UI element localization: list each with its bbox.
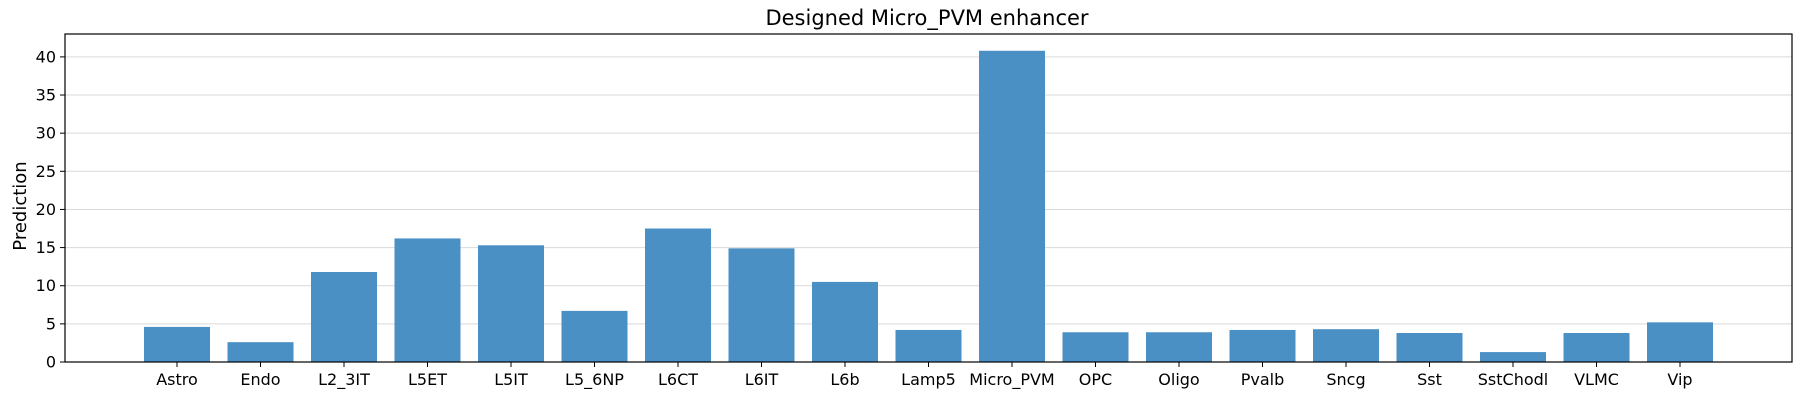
x-tick-label-SstChodl: SstChodl	[1478, 370, 1548, 389]
x-tick-label-Micro_PVM: Micro_PVM	[969, 370, 1054, 390]
bar-VLMC	[1563, 333, 1630, 362]
y-axis-label: Prediction	[10, 161, 31, 250]
bar-OPC	[1062, 332, 1129, 362]
x-tick-label-VLMC: VLMC	[1574, 370, 1619, 389]
bar-L6b	[812, 281, 878, 362]
bar-Vip	[1647, 322, 1713, 362]
chart-title: Designed Micro_PVM enhancer	[765, 6, 1088, 31]
y-tick-label-10: 10	[36, 276, 56, 295]
bar-Endo	[227, 342, 294, 362]
bar-L5IT	[478, 245, 544, 362]
y-tick-label-35: 35	[36, 86, 56, 105]
bar-SstChodl	[1480, 352, 1546, 362]
bar-L5_6NP	[561, 310, 628, 362]
plot-frame	[64, 33, 1793, 363]
x-tick-label-Astro: Astro	[156, 370, 198, 389]
x-tick-label-L6IT: L6IT	[745, 370, 779, 389]
x-tick-label-L6b: L6b	[830, 370, 859, 389]
x-tick-label-L6CT: L6CT	[658, 370, 698, 389]
bar-Astro	[144, 326, 210, 362]
y-tick-label-40: 40	[36, 47, 56, 66]
y-axis-ticks: 0 5 10 15 20 25 30 35 40	[36, 47, 65, 372]
y-tick-label-5: 5	[46, 314, 56, 333]
x-tick-label-L5IT: L5IT	[494, 370, 528, 389]
bar-Micro_PVM	[979, 50, 1045, 362]
bar-L2_3IT	[311, 271, 377, 362]
bar-L6IT	[728, 248, 795, 362]
x-tick-label-Lamp5: Lamp5	[901, 370, 956, 389]
bar-Lamp5	[895, 329, 962, 362]
y-tick-label-30: 30	[36, 124, 56, 143]
bar-Oligo	[1146, 332, 1212, 362]
x-tick-label-Sncg: Sncg	[1326, 370, 1365, 389]
x-tick-label-Pvalb: Pvalb	[1241, 370, 1285, 389]
bar-Sst	[1396, 333, 1463, 362]
y-tick-label-0: 0	[46, 353, 56, 372]
x-tick-label-L2_3IT: L2_3IT	[318, 370, 370, 390]
x-tick-label-L5ET: L5ET	[408, 370, 447, 389]
y-tick-label-20: 20	[36, 200, 56, 219]
x-tick-label-OPC: OPC	[1079, 370, 1112, 389]
x-axis-ticks: Astro Endo L2_3IT L5ET L5IT L5_6NP L6CT L6IT L6b…	[156, 362, 1693, 390]
x-tick-label-Vip: Vip	[1667, 370, 1692, 389]
bar-Pvalb	[1229, 329, 1296, 362]
x-tick-label-Sst: Sst	[1417, 370, 1442, 389]
y-tick-label-15: 15	[36, 238, 56, 257]
x-tick-label-L5_6NP: L5_6NP	[565, 370, 624, 390]
bar-L5ET	[394, 238, 461, 362]
bar-Sncg	[1313, 329, 1379, 362]
bar-L6CT	[645, 228, 711, 362]
x-tick-label-Endo: Endo	[240, 370, 280, 389]
bars	[144, 50, 1713, 362]
x-tick-label-Oligo: Oligo	[1158, 370, 1199, 389]
y-tick-label-25: 25	[36, 162, 56, 181]
